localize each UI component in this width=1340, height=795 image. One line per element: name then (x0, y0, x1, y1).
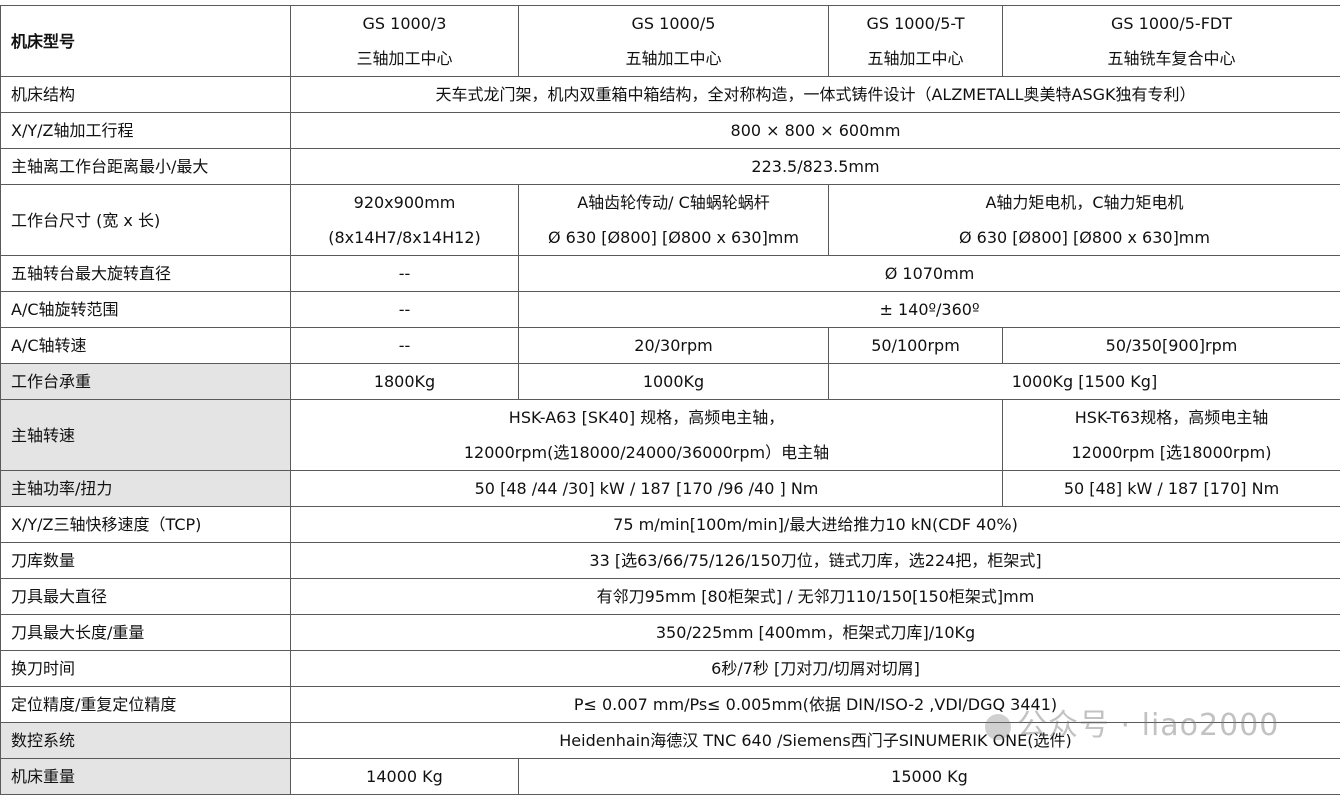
table-row: 机床结构天车式龙门架，机内双重箱中箱结构，全对称构造，一体式铸件设计（ALZME… (1, 77, 1340, 113)
row-label: 机床结构 (1, 77, 291, 113)
model-header: GS 1000/5 五轴加工中心 (519, 6, 829, 77)
spec-cell: -- (291, 292, 519, 328)
row-label: 机床重量 (1, 759, 291, 795)
row-label: 工作台尺寸 (宽 x 长) (1, 185, 291, 256)
spec-cell: 350/225mm [400mm，柜架式刀库]/10Kg (291, 615, 1340, 651)
table-row: 刀具最大直径有邻刀95mm [80柜架式] / 无邻刀110/150[150柜架… (1, 579, 1340, 615)
spec-cell: 1000Kg [1500 Kg] (829, 364, 1340, 400)
spec-cell: 14000 Kg (291, 759, 519, 795)
spec-cell: 1000Kg (519, 364, 829, 400)
row-label: 定位精度/重复定位精度 (1, 687, 291, 723)
model-header: GS 1000/5-T 五轴加工中心 (829, 6, 1003, 77)
row-label: 主轴离工作台距离最小/最大 (1, 149, 291, 185)
table-row: 工作台尺寸 (宽 x 长)920x900mm (8x14H7/8x14H12)A… (1, 185, 1340, 256)
row-label: 工作台承重 (1, 364, 291, 400)
spec-cell: Ø 1070mm (519, 256, 1340, 292)
header-label: 机床型号 (1, 6, 291, 77)
row-label: A/C轴旋转范围 (1, 292, 291, 328)
spec-cell: 1800Kg (291, 364, 519, 400)
table-row: A/C轴旋转范围--± 140º/360º (1, 292, 1340, 328)
table-row: 五轴转台最大旋转直径--Ø 1070mm (1, 256, 1340, 292)
spec-cell: 800 × 800 × 600mm (291, 113, 1340, 149)
spec-cell: 75 m/min[100m/min]/最大进给推力10 kN(CDF 40%) (291, 507, 1340, 543)
row-label: 五轴转台最大旋转直径 (1, 256, 291, 292)
row-label: 数控系统 (1, 723, 291, 759)
spec-cell: 6秒/7秒 [刀对刀/切屑对切屑] (291, 651, 1340, 687)
spec-cell: -- (291, 328, 519, 364)
spec-cell: P≤ 0.007 mm/Ps≤ 0.005mm(依据 DIN/ISO-2 ,VD… (291, 687, 1340, 723)
row-label: 主轴转速 (1, 400, 291, 471)
spec-cell: ± 140º/360º (519, 292, 1340, 328)
spec-cell: 50/350[900]rpm (1003, 328, 1340, 364)
row-label: 刀库数量 (1, 543, 291, 579)
row-label: 换刀时间 (1, 651, 291, 687)
row-label: 刀具最大长度/重量 (1, 615, 291, 651)
row-label: X/Y/Z三轴快移速度（TCP) (1, 507, 291, 543)
spec-cell: -- (291, 256, 519, 292)
table-row: X/Y/Z三轴快移速度（TCP)75 m/min[100m/min]/最大进给推… (1, 507, 1340, 543)
spec-cell: 50 [48] kW / 187 [170] Nm (1003, 471, 1340, 507)
spec-cell: HSK-T63规格，高频电主轴 12000rpm [选18000rpm) (1003, 400, 1340, 471)
spec-cell: A轴力矩电机，C轴力矩电机 Ø 630 [Ø800] [Ø800 x 630]m… (829, 185, 1340, 256)
model-header: GS 1000/3 三轴加工中心 (291, 6, 519, 77)
model-header: GS 1000/5-FDT 五轴铣车复合中心 (1003, 6, 1340, 77)
spec-cell: 223.5/823.5mm (291, 149, 1340, 185)
spec-cell: 天车式龙门架，机内双重箱中箱结构，全对称构造，一体式铸件设计（ALZMETALL… (291, 77, 1340, 113)
row-label: 刀具最大直径 (1, 579, 291, 615)
spec-cell: A轴齿轮传动/ C轴蜗轮蜗杆 Ø 630 [Ø800] [Ø800 x 630]… (519, 185, 829, 256)
row-label: 主轴功率/扭力 (1, 471, 291, 507)
spec-cell: Heidenhain海德汉 TNC 640 /Siemens西门子SINUMER… (291, 723, 1340, 759)
spec-cell: 15000 Kg (519, 759, 1340, 795)
spec-cell: HSK-A63 [SK40] 规格，高频电主轴， 12000rpm(选18000… (291, 400, 1003, 471)
spec-cell: 有邻刀95mm [80柜架式] / 无邻刀110/150[150柜架式]mm (291, 579, 1340, 615)
row-label: A/C轴转速 (1, 328, 291, 364)
spec-cell: 50/100rpm (829, 328, 1003, 364)
spec-cell: 920x900mm (8x14H7/8x14H12) (291, 185, 519, 256)
spec-cell: 20/30rpm (519, 328, 829, 364)
spec-cell: 50 [48 /44 /30] kW / 187 [170 /96 /40 ] … (291, 471, 1003, 507)
spec-cell: 33 [选63/66/75/126/150刀位，链式刀库，选224把，柜架式] (291, 543, 1340, 579)
row-label: X/Y/Z轴加工行程 (1, 113, 291, 149)
